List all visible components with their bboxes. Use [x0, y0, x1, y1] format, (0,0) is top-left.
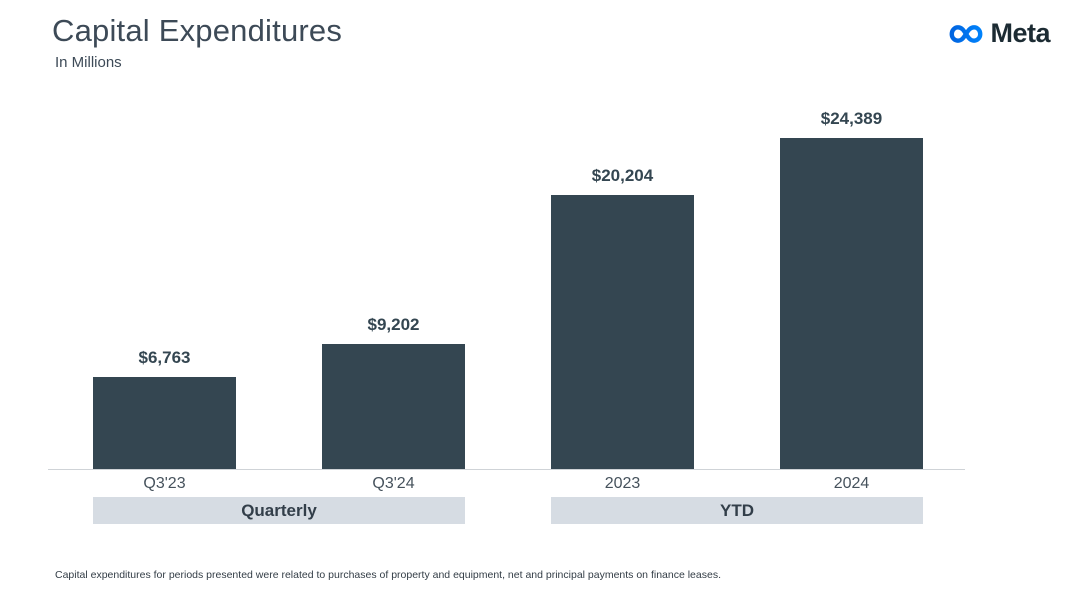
- x-axis-label-2023: 2023: [604, 475, 641, 492]
- group-band-quarterly: Quarterly: [93, 497, 465, 524]
- bar-value-label: $9,202: [367, 315, 420, 334]
- page-title: Capital Expenditures: [52, 13, 343, 48]
- x-axis-label-q3-23: Q3'23: [143, 475, 186, 492]
- brand-logo: Meta: [947, 18, 1050, 49]
- brand-wordmark: Meta: [990, 18, 1050, 48]
- footnote: Capital expenditures for periods present…: [55, 569, 721, 581]
- meta-infinity-icon: [950, 24, 983, 43]
- x-axis-label-2024: 2024: [833, 475, 870, 492]
- bar-value-label: $6,763: [138, 348, 191, 367]
- bar-2024: $24,389: [780, 109, 923, 469]
- bar-q3-23: $6,763: [93, 348, 236, 469]
- bar-chart: $6,763 $9,202 $20,204 $24,389 Q3'23 Q3'2…: [48, 109, 965, 492]
- x-axis-label-q3-24: Q3'24: [372, 475, 415, 492]
- bar-value-label: $20,204: [591, 166, 654, 185]
- bar-2023: $20,204: [551, 166, 694, 469]
- bar-value-label: $24,389: [820, 109, 883, 128]
- bar-q3-24: $9,202: [322, 315, 465, 469]
- group-band-ytd: YTD: [551, 497, 923, 524]
- page-subtitle: In Millions: [55, 54, 122, 71]
